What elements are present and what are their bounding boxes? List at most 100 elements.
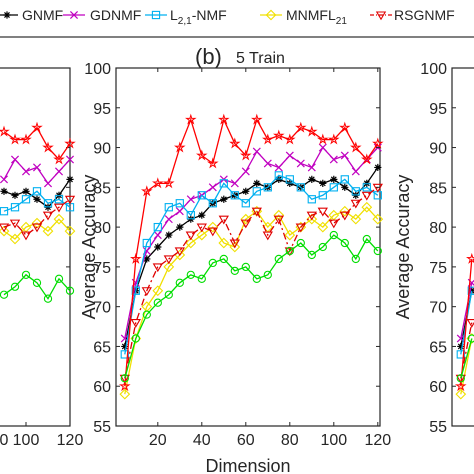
data-point bbox=[153, 231, 162, 240]
data-point bbox=[251, 207, 262, 217]
left-data-point bbox=[66, 175, 74, 183]
data-point bbox=[361, 191, 372, 201]
left-data-point bbox=[32, 278, 42, 287]
data-point bbox=[240, 213, 252, 225]
data-point bbox=[350, 141, 362, 153]
series-gdnmf bbox=[120, 143, 382, 343]
data-point bbox=[273, 129, 285, 141]
legend-marker bbox=[69, 10, 79, 20]
main-plot: 55 60 65 70 75 80 85 90 95 100 20 40 60 80 100 120 bbox=[84, 61, 391, 449]
data-point bbox=[197, 191, 206, 200]
left-data-point bbox=[22, 187, 30, 195]
data-point bbox=[186, 195, 195, 204]
series-unlabeled-5 bbox=[119, 113, 384, 392]
left-data-point bbox=[33, 195, 41, 203]
left-data-point bbox=[42, 141, 54, 153]
left-data-point bbox=[42, 225, 54, 237]
right-y-tick-label: 85 bbox=[429, 180, 447, 197]
data-point bbox=[319, 179, 327, 187]
data-point bbox=[317, 207, 328, 217]
legend-entry: L2,1-NMF bbox=[145, 7, 227, 27]
data-point bbox=[219, 254, 228, 264]
left-data-point bbox=[20, 231, 32, 241]
data-point bbox=[131, 334, 140, 343]
data-point bbox=[372, 137, 384, 149]
data-point bbox=[328, 133, 340, 145]
data-point bbox=[196, 229, 208, 241]
data-point bbox=[230, 179, 239, 188]
right-data-point bbox=[468, 287, 474, 295]
left-data-point bbox=[53, 213, 65, 225]
left-series bbox=[0, 155, 75, 188]
y-axis-label: Average Accuracy bbox=[79, 175, 99, 320]
data-point bbox=[207, 157, 219, 169]
right-y-tick-label: 55 bbox=[429, 419, 447, 436]
y-tick-label: 95 bbox=[93, 101, 111, 118]
right-y-tick-label: 75 bbox=[429, 260, 447, 277]
left-series-line bbox=[3, 218, 71, 240]
y-tick-label: 65 bbox=[93, 339, 111, 356]
left-x-tick-label: 120 bbox=[57, 432, 84, 449]
series-line bbox=[124, 206, 379, 395]
left-data-point bbox=[65, 155, 75, 164]
right-data-point bbox=[455, 380, 467, 392]
y-tick-label: 55 bbox=[93, 419, 111, 436]
data-point bbox=[229, 239, 240, 249]
data-point bbox=[263, 159, 272, 168]
legend-label: GNMF bbox=[22, 7, 63, 23]
legend-items: GNMF GDNMF L2,1-NMF MNMFL21 RSGNMF bbox=[0, 7, 455, 27]
data-point bbox=[220, 195, 228, 203]
left-data-point bbox=[9, 233, 21, 245]
right-data-point bbox=[455, 374, 466, 384]
data-point bbox=[208, 183, 217, 192]
left-data-point bbox=[0, 290, 9, 299]
x-tick-label: 120 bbox=[364, 432, 391, 449]
y-tick-label: 75 bbox=[93, 260, 111, 277]
left-data-point bbox=[43, 294, 53, 303]
left-data-point bbox=[21, 195, 31, 204]
right-series bbox=[456, 334, 474, 383]
y-tick-label: 90 bbox=[93, 141, 111, 158]
data-point bbox=[196, 223, 207, 233]
data-point bbox=[152, 263, 163, 273]
data-point bbox=[306, 211, 317, 221]
data-point bbox=[198, 211, 206, 219]
series-rsgnmf bbox=[119, 183, 383, 384]
right-series-line bbox=[460, 282, 473, 339]
legend-label: GDNMF bbox=[90, 7, 141, 23]
data-point bbox=[351, 254, 360, 264]
left-data-point bbox=[31, 223, 43, 233]
left-data-point bbox=[0, 175, 9, 184]
data-point bbox=[240, 149, 252, 161]
data-point bbox=[251, 113, 263, 125]
right-data-point bbox=[456, 350, 465, 359]
data-point bbox=[306, 213, 318, 225]
data-point bbox=[373, 246, 382, 256]
left-data-point bbox=[0, 207, 9, 216]
data-point bbox=[263, 270, 272, 279]
data-point bbox=[163, 261, 175, 273]
data-point bbox=[229, 241, 241, 253]
data-point bbox=[153, 298, 162, 307]
right-series-line bbox=[460, 258, 473, 387]
data-point bbox=[152, 177, 164, 189]
right-data-point bbox=[467, 286, 474, 295]
data-point bbox=[307, 163, 316, 172]
data-point bbox=[219, 179, 228, 188]
data-point bbox=[120, 350, 129, 359]
legend-frame bbox=[0, 0, 474, 38]
data-point bbox=[329, 230, 338, 240]
data-point bbox=[208, 199, 217, 208]
panel-subtitle: 5 Train bbox=[236, 50, 285, 67]
data-point bbox=[328, 219, 339, 229]
legend-label: MNMFL21 bbox=[286, 7, 347, 27]
data-point bbox=[240, 219, 251, 229]
data-point bbox=[174, 247, 185, 257]
data-point bbox=[284, 229, 296, 241]
left-data-point bbox=[0, 187, 8, 195]
data-point bbox=[330, 175, 338, 183]
data-point bbox=[153, 222, 162, 232]
data-point bbox=[362, 234, 371, 244]
legend-marker bbox=[375, 11, 387, 21]
